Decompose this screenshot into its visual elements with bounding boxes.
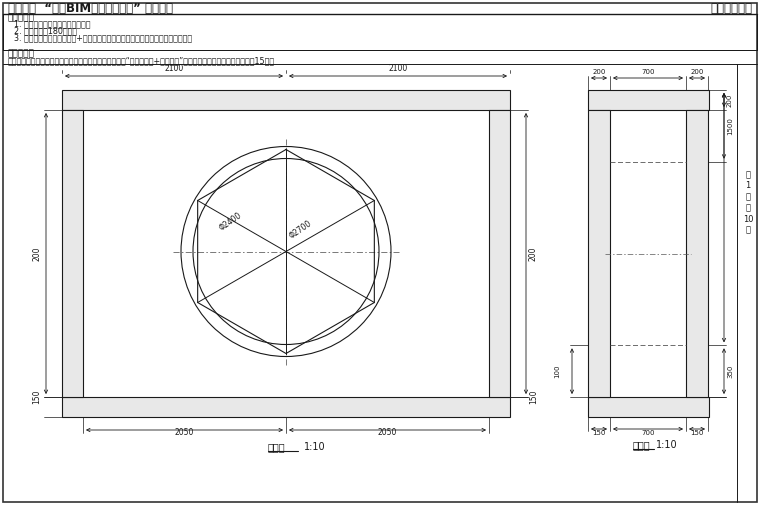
Text: 主视图: 主视图 <box>268 442 286 452</box>
Text: 700: 700 <box>641 69 655 75</box>
Bar <box>686 110 708 397</box>
Text: 200: 200 <box>690 69 704 75</box>
Bar <box>588 110 610 397</box>
Text: 1: 1 <box>746 181 751 190</box>
Text: 1. 考试方式：计算机操作，闭卷；: 1. 考试方式：计算机操作，闭卷； <box>14 20 90 28</box>
Text: 1:10: 1:10 <box>656 440 678 450</box>
Text: 2050: 2050 <box>175 428 195 437</box>
Text: 150: 150 <box>529 390 538 404</box>
Text: 2. 考试时间为180分钟；: 2. 考试时间为180分钟； <box>14 26 77 35</box>
Bar <box>62 90 510 110</box>
Bar <box>588 90 709 110</box>
Bar <box>62 110 83 397</box>
Text: 2100: 2100 <box>388 64 407 73</box>
Text: 150: 150 <box>32 390 41 404</box>
Text: 200: 200 <box>727 93 733 107</box>
Text: 2100: 2100 <box>164 64 184 73</box>
Text: Φ2700: Φ2700 <box>288 219 314 240</box>
Text: 150: 150 <box>690 430 704 436</box>
Bar <box>588 397 709 417</box>
Text: 2050: 2050 <box>378 428 397 437</box>
Text: 一、根据给定尺寸建立六边形门洞模型，请将模型文件以“六边形门洞+考生姓名”为文件名保存到考生文件夹中。（15分）: 一、根据给定尺寸建立六边形门洞模型，请将模型文件以“六边形门洞+考生姓名”为文件… <box>8 57 275 66</box>
Text: 共: 共 <box>746 204 750 213</box>
Bar <box>62 397 510 417</box>
Text: 考试要求：: 考试要求： <box>8 14 35 23</box>
Text: 页: 页 <box>746 226 750 234</box>
Text: 200: 200 <box>529 246 538 261</box>
Text: 试题部分：: 试题部分： <box>8 49 35 59</box>
Text: 页: 页 <box>746 192 750 201</box>
Text: 第: 第 <box>746 171 750 179</box>
Text: 200: 200 <box>32 246 41 261</box>
Text: 350: 350 <box>727 365 733 378</box>
Text: Φ2400: Φ2400 <box>218 211 244 232</box>
Text: 中国图学学会: 中国图学学会 <box>710 2 752 15</box>
Text: 第十四期  “全国BIM技能等级考试” 一级试题: 第十四期 “全国BIM技能等级考试” 一级试题 <box>8 2 173 15</box>
Text: 剖视图: 剖视图 <box>633 440 651 450</box>
Text: 100: 100 <box>554 365 560 378</box>
Text: 1500: 1500 <box>727 117 733 135</box>
Text: 700: 700 <box>641 430 655 436</box>
Text: 200: 200 <box>592 69 606 75</box>
Text: 1:10: 1:10 <box>304 442 325 452</box>
Bar <box>489 110 510 397</box>
Text: 150: 150 <box>592 430 606 436</box>
Text: 3. 新建文件夹（以准考证号+姓名命名），用于存放本次考试中生成的全部文件。: 3. 新建文件夹（以准考证号+姓名命名），用于存放本次考试中生成的全部文件。 <box>14 33 192 42</box>
Text: 10: 10 <box>743 215 753 224</box>
